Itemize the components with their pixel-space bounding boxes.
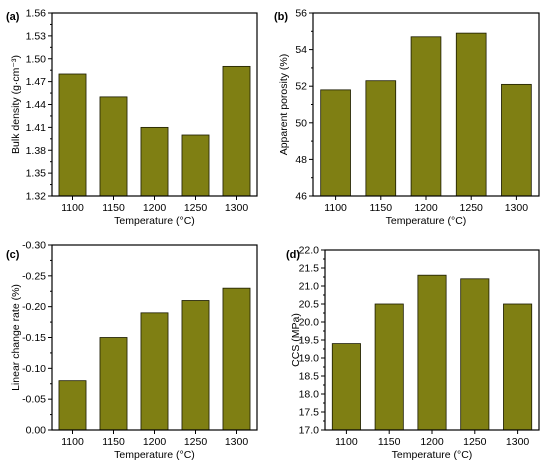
x-tick-label: 1250 [184,436,208,448]
chart-panel-b: 1100 1150 1200 1250 1300 46 48 50 52 54 56 Temperat… [274,8,540,227]
y-axis-label: Linear change rate (%) [10,284,22,391]
y-tick-label: 21.0 [299,281,320,293]
x-tick-label: 1200 [414,202,438,214]
y-tick-label: 1.44 [26,99,47,111]
x-tick-label: 1250 [463,436,487,448]
bar [374,303,404,431]
bar [455,32,487,197]
x-tick-label: 1100 [335,436,358,448]
y-tick-label: 21.5 [299,263,320,275]
bar [503,303,533,431]
y-tick-label: 54 [295,44,307,56]
y-axis-label: Bulk density (g·cm⁻³) [10,55,22,154]
y-tick-label: 1.50 [26,53,47,65]
x-tick-label: 1100 [61,202,84,214]
x-tick-label: 1100 [61,436,84,448]
chart-panel-d: 1100 1150 1200 1250 1300 17.0 17.5 18.0 18.5 19.0… [286,245,540,461]
y-tick-label: 18.0 [299,389,320,401]
y-tick-label: -0.20 [22,301,46,313]
y-tick-label: -0.15 [22,332,46,344]
y-tick-label: 19.0 [299,353,320,365]
bar [99,337,128,431]
y-axis-label: CCS (MPa) [290,313,302,367]
x-axis-label: Temperature (°C) [386,215,467,227]
panel-label: (d) [286,249,300,261]
x-axis-label: Temperature (°C) [114,449,195,461]
bar [222,65,251,197]
bar [58,73,87,197]
y-tick-label: -0.10 [22,363,46,375]
bar [181,300,210,431]
bar [181,134,210,197]
bar [417,274,447,431]
x-tick-label: 1200 [143,436,167,448]
chart-panel-a: 1100 1150 1200 1250 1300 1.32 1.35 1.38 1.41 1.44… [6,8,258,227]
x-tick-label: 1150 [102,202,125,214]
chart-panel-c: 1100 1150 1200 1250 1300 0.00 -0.05 -0.10 -0.15 -… [6,240,258,461]
x-tick-label: 1300 [505,202,529,214]
x-tick-label: 1200 [143,202,167,214]
bar [460,278,490,431]
y-tick-label: 18.5 [299,371,320,383]
x-tick-label: 1300 [506,436,530,448]
x-tick-label: 1150 [370,202,393,214]
x-tick-label: 1300 [225,436,249,448]
y-tick-label: 17.5 [299,407,320,419]
y-tick-label: -0.05 [22,394,46,406]
y-tick-label: 1.35 [26,168,47,180]
x-axis-label: Temperature (°C) [392,449,473,461]
panel-label: (b) [274,11,288,23]
x-tick-label: 1100 [324,202,347,214]
y-tick-label: 52 [295,81,307,93]
x-axis-label: Temperature (°C) [114,215,195,227]
y-tick-label: 1.41 [26,122,47,134]
y-tick-label: 56 [295,8,307,20]
y-tick-label: 1.56 [26,8,47,20]
y-tick-label: 17.0 [299,425,320,437]
bar [222,287,251,431]
bar [501,83,532,197]
plot-frame [324,249,540,431]
panel-label: (a) [6,11,20,23]
x-tick-label: 1250 [184,202,208,214]
y-tick-label: 1.53 [26,30,47,42]
x-tick-label: 1150 [378,436,401,448]
bar [410,36,442,197]
bar [331,343,361,431]
x-tick-label: 1250 [460,202,484,214]
y-tick-label: 1.32 [26,191,47,203]
bar [140,312,169,431]
y-tick-label: 0.00 [26,425,47,437]
bar [140,126,169,197]
y-axis-label: Apparent porosity (%) [278,54,290,156]
y-tick-label: 46 [295,191,307,203]
plot-frame [312,12,540,197]
plot-frame [51,12,258,197]
x-tick-label: 1150 [102,436,125,448]
y-tick-label: 1.47 [26,76,47,88]
y-tick-label: 22.0 [299,245,320,257]
y-tick-label: 50 [295,117,307,129]
y-tick-label: 48 [295,154,307,166]
panel-label: (c) [6,249,20,261]
bar [99,96,128,197]
y-tick-label: 1.38 [26,145,47,157]
x-tick-label: 1200 [420,436,444,448]
y-tick-label: -0.30 [22,240,46,252]
y-tick-label: 20.0 [299,317,320,329]
bar [365,80,397,197]
bar [320,89,351,197]
bar [58,380,87,431]
plot-frame [51,244,258,431]
y-tick-label: 19.5 [299,335,320,347]
x-tick-label: 1300 [225,202,249,214]
y-tick-label: 20.5 [299,299,320,311]
y-tick-label: -0.25 [22,270,46,282]
